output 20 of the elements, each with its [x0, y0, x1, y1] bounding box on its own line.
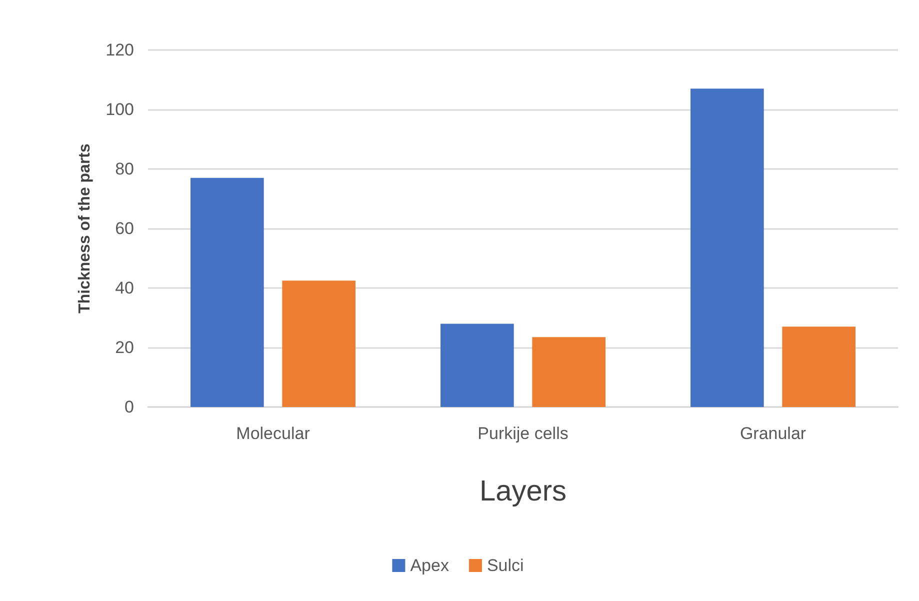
bar	[282, 280, 356, 407]
x-tick-label: Purkije cells	[478, 424, 568, 443]
y-tick-label: 80	[115, 160, 134, 178]
bar	[782, 326, 856, 407]
y-tick-label: 0	[124, 398, 134, 416]
bar	[532, 337, 606, 407]
y-tick-label: 120	[106, 40, 134, 60]
y-axis-title: Thickness of the parts	[76, 143, 94, 314]
y-tick-label: 40	[115, 278, 134, 298]
legend-label: Sulci	[486, 556, 524, 575]
bar	[690, 88, 764, 407]
x-tick-label: Granular	[740, 424, 806, 443]
legend-label: Apex	[410, 556, 450, 575]
x-tick-label: Molecular	[236, 424, 310, 443]
y-tick-label: 100	[106, 100, 134, 119]
x-axis-title: Layers	[479, 476, 567, 508]
y-tick-label: 20	[115, 338, 134, 357]
bar	[440, 324, 514, 407]
bar	[190, 178, 264, 407]
y-tick-label: 60	[115, 219, 134, 238]
